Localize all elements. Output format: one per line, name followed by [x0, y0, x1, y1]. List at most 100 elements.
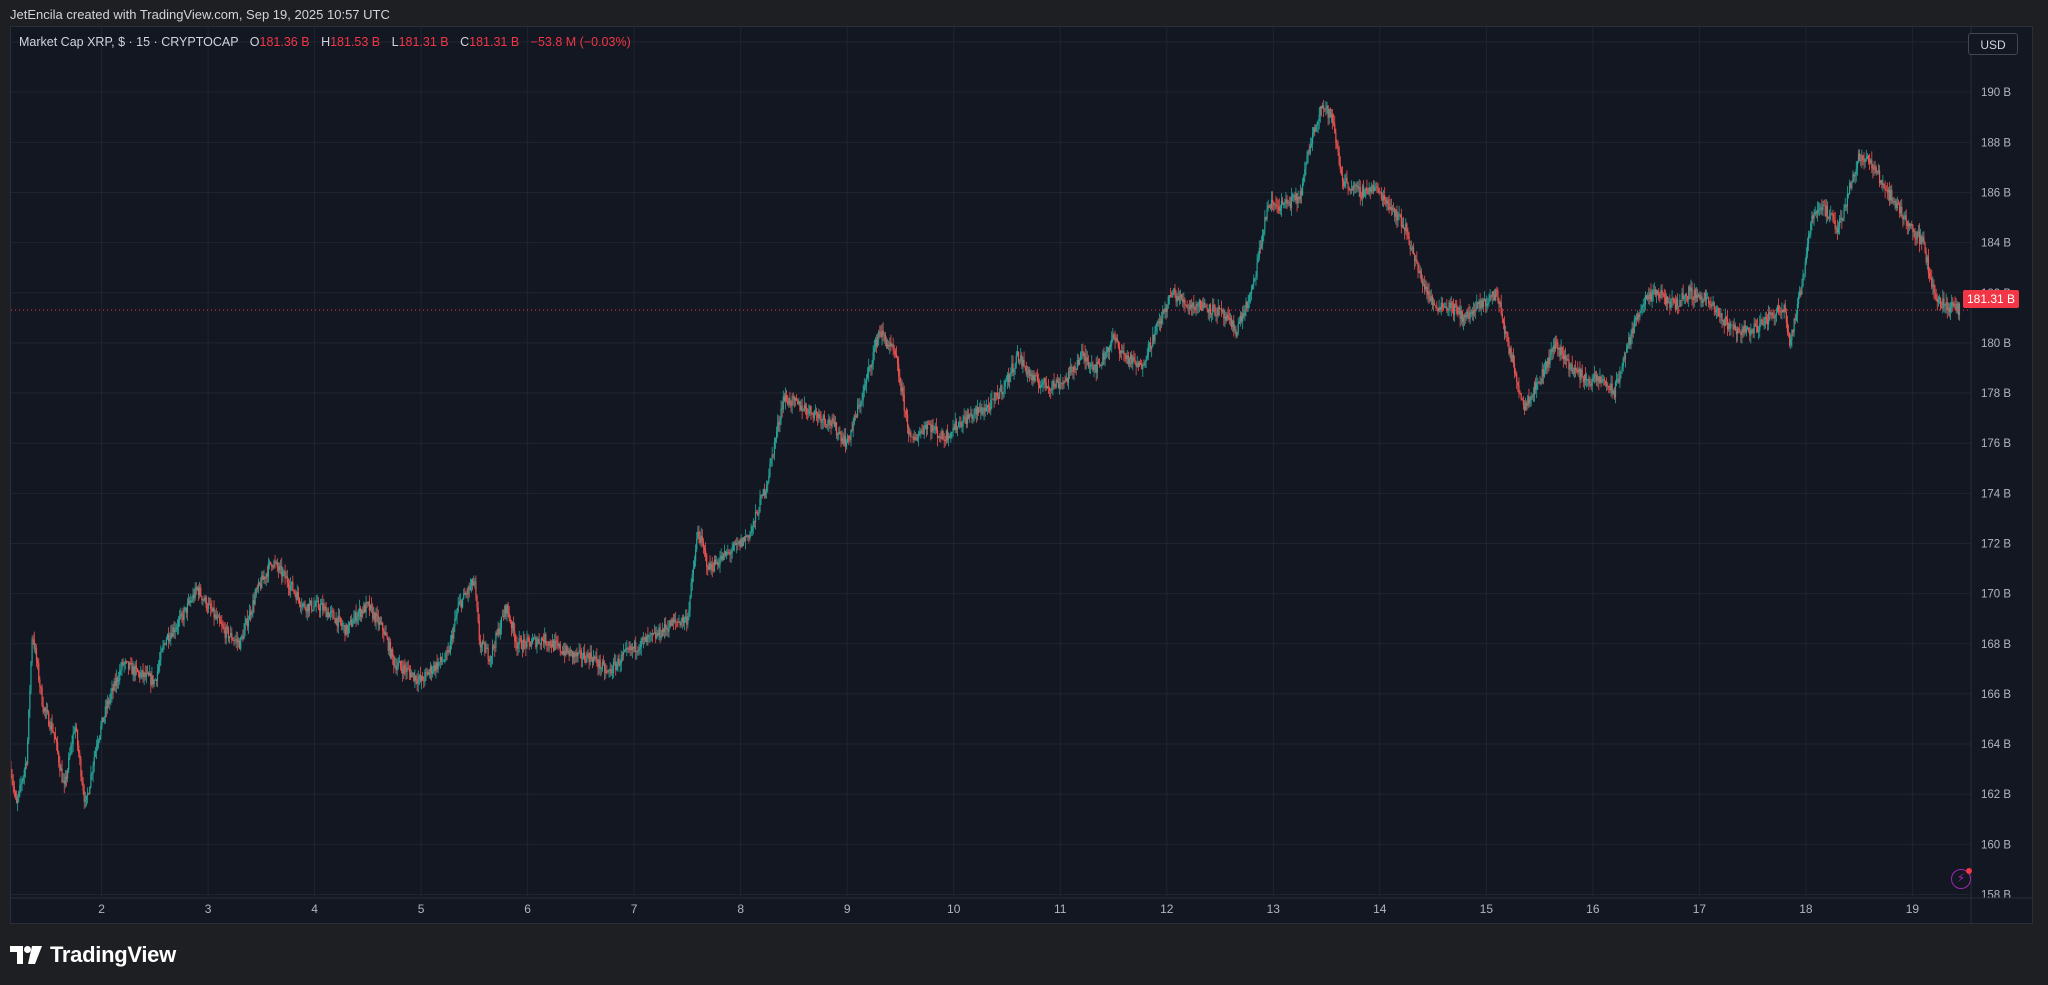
candle-body [1511, 354, 1513, 362]
candle-body [885, 340, 888, 348]
candle-body [1067, 371, 1070, 383]
candle-body [854, 415, 857, 417]
candle-body [1073, 366, 1075, 372]
candle-body [1710, 304, 1712, 307]
candle-body [543, 640, 545, 644]
candle-body [58, 752, 60, 763]
candle-body [483, 641, 485, 643]
candle-body [120, 669, 122, 671]
candle-body [1006, 374, 1009, 381]
candle-body [1376, 186, 1378, 188]
candle-body [1911, 223, 1913, 226]
candle-body [823, 415, 825, 421]
candle-body [1290, 196, 1293, 208]
candle-body [683, 619, 686, 623]
candle-body [457, 604, 459, 612]
candle-body [1708, 297, 1710, 304]
candle-body [1065, 377, 1067, 382]
candle-body [1476, 302, 1478, 309]
candle-body [1748, 327, 1750, 330]
candle-body [1667, 296, 1669, 303]
candle-body [426, 671, 428, 673]
candle-body [1115, 337, 1117, 341]
candle-body [870, 365, 872, 368]
candle-body [1177, 295, 1179, 301]
candle-body [387, 638, 389, 651]
candle-body [1609, 388, 1611, 391]
candle-body [1192, 302, 1194, 308]
candle-body [429, 666, 432, 672]
candle-body [619, 663, 621, 666]
candle-body [759, 498, 761, 513]
candle-body [1305, 163, 1307, 170]
candle-body [790, 404, 792, 406]
chart-area[interactable]: 158 B 160 B 162 B 164 B 166 B 168 B 170 B 172 B… [10, 26, 2033, 924]
candle-body [1762, 320, 1764, 326]
candle-body [1881, 180, 1883, 185]
candle-body [1606, 383, 1608, 386]
candle-body [990, 400, 992, 411]
candle-body [1938, 298, 1941, 299]
candle-body [444, 659, 446, 661]
candle-body [1836, 228, 1839, 233]
candle-body [1680, 300, 1682, 301]
candle-body [264, 576, 266, 579]
candle-body [956, 426, 959, 430]
candle-body [1483, 298, 1486, 301]
candle-body [1070, 366, 1072, 373]
candle-body [1819, 208, 1821, 210]
candle-body [843, 435, 845, 445]
candle-body [930, 425, 932, 433]
candle-body [1668, 302, 1670, 303]
candle-body [1316, 124, 1318, 126]
candle-body [944, 440, 946, 442]
currency-button[interactable]: USD [1968, 33, 2018, 55]
candle-body [857, 405, 859, 417]
candle-body [1300, 190, 1303, 196]
candle-body [590, 652, 592, 659]
candle-body [911, 436, 913, 438]
tradingview-logo[interactable]: TradingView [10, 942, 176, 968]
candle-body [160, 651, 162, 661]
candle-body [1776, 305, 1779, 313]
candle-body [1414, 254, 1416, 262]
candle-body [1208, 304, 1210, 313]
candle-body [1284, 202, 1286, 204]
candle-body [689, 596, 691, 610]
candle-body [1218, 307, 1220, 309]
candle-body [1716, 307, 1719, 310]
candle-body [213, 607, 215, 618]
candle-body [1072, 367, 1074, 372]
candle-body [1905, 215, 1907, 222]
lightning-icon[interactable]: ⚡ [1951, 869, 1971, 889]
candle-body [1143, 365, 1145, 366]
candle-body [1741, 329, 1743, 336]
candle-body [1448, 302, 1450, 308]
candle-body [88, 793, 90, 795]
candle-body [587, 653, 589, 657]
candle-body [1270, 199, 1273, 208]
candle-body [312, 609, 314, 611]
candle-body [376, 613, 378, 616]
candle-body [490, 656, 493, 659]
candle-body [1499, 302, 1501, 305]
candle-body [255, 588, 257, 595]
candle-body [638, 649, 640, 652]
candle-body [123, 663, 125, 665]
candle-body [1774, 315, 1776, 318]
candle-body [1525, 402, 1527, 411]
candle-body [165, 639, 167, 645]
candle-body [582, 652, 585, 659]
candle-body [329, 611, 332, 614]
candle-body [1217, 307, 1219, 316]
candle-body [635, 641, 637, 653]
candle-body [1320, 106, 1323, 109]
candle-body [93, 756, 95, 766]
candle-body [1278, 206, 1280, 211]
candle-body [377, 615, 379, 625]
candle-body [1833, 220, 1835, 221]
candle-body [1434, 303, 1436, 306]
candle-body [1098, 363, 1101, 365]
candle-body [205, 597, 207, 608]
